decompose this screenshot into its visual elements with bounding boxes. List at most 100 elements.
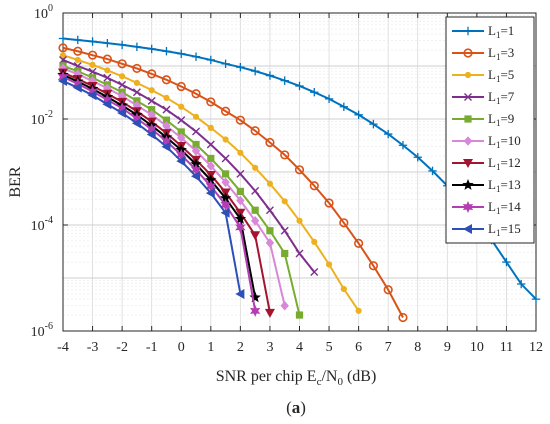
legend-marker: [462, 179, 474, 190]
data-point: [177, 49, 186, 58]
data-point: [59, 52, 67, 59]
data-point: [133, 79, 141, 86]
x-tick-label: 3: [266, 340, 273, 355]
data-point: [311, 238, 318, 245]
data-point: [58, 34, 68, 43]
data-point: [309, 181, 319, 191]
data-point: [132, 63, 142, 74]
data-point: [413, 153, 422, 162]
data-point: [325, 261, 333, 268]
legend-marker: [462, 201, 474, 213]
x-tick-label: 1: [207, 340, 214, 355]
data-point: [324, 198, 334, 208]
x-axis-label: SNR per chip Ec/N0 (dB): [216, 368, 377, 388]
x-tick-label: -3: [87, 340, 99, 355]
data-point: [117, 59, 127, 69]
legend-label: L1=13: [488, 177, 521, 194]
data-point: [177, 133, 186, 143]
data-point: [103, 38, 112, 48]
data-point: [398, 141, 408, 150]
legend-item: L1=15: [452, 221, 521, 238]
data-point: [192, 140, 200, 149]
data-point: [531, 294, 541, 304]
data-point: [250, 216, 260, 226]
data-point: [162, 121, 171, 131]
legend-item: L1=3: [452, 45, 514, 62]
data-point: [221, 59, 230, 69]
data-point: [265, 238, 275, 248]
data-point: [148, 87, 155, 94]
x-tick-label: 2: [237, 340, 244, 355]
data-point: [295, 81, 304, 91]
data-point: [205, 174, 217, 186]
data-point: [206, 55, 216, 65]
data-point: [207, 154, 215, 163]
y-tick-label: 10-4: [31, 215, 53, 234]
data-point: [191, 89, 201, 99]
data-point: [163, 94, 170, 102]
legend-marker: [464, 115, 472, 123]
legend-label: L1=15: [488, 221, 521, 238]
data-point: [116, 102, 128, 115]
data-point: [58, 43, 68, 53]
data-point: [236, 187, 244, 196]
series-10: [58, 76, 245, 299]
data-point: [235, 221, 246, 234]
data-point: [87, 90, 97, 101]
data-point: [132, 100, 142, 111]
x-tick-label: -2: [116, 340, 128, 355]
data-point: [73, 46, 83, 56]
data-point: [324, 94, 334, 104]
data-point: [131, 118, 141, 129]
data-point: [235, 288, 245, 299]
data-point: [354, 238, 364, 248]
y-axis-label: BER: [7, 166, 24, 197]
data-point: [178, 103, 185, 110]
data-point: [252, 164, 259, 171]
data-point: [265, 137, 275, 148]
legend-item: L1=1: [452, 23, 514, 40]
data-point: [191, 52, 201, 61]
data-point: [281, 249, 289, 258]
x-tick-label: 9: [444, 340, 451, 355]
data-point: [383, 285, 393, 295]
x-tick-label: 10: [470, 340, 484, 355]
data-point: [162, 116, 171, 124]
legend-label: L1=3: [488, 45, 514, 62]
data-point: [220, 198, 231, 211]
data-point: [205, 180, 217, 193]
data-point: [103, 73, 112, 82]
data-point: [249, 304, 261, 317]
x-tick-label: -4: [57, 340, 69, 355]
data-point: [280, 226, 289, 235]
data-point: [296, 217, 303, 224]
data-point: [249, 291, 261, 303]
legend-item: L1=14: [452, 199, 521, 216]
data-point: [87, 50, 98, 60]
data-point: [236, 169, 245, 178]
data-point: [132, 88, 141, 97]
data-point: [251, 186, 260, 195]
legend-label: L1=14: [488, 199, 521, 216]
legend-label: L1=10: [488, 133, 521, 150]
legend-marker: [463, 136, 473, 146]
data-point: [161, 75, 172, 85]
data-point: [310, 88, 319, 97]
series-4: [59, 55, 319, 276]
data-point: [88, 37, 97, 46]
legend-label: L1=12: [488, 155, 521, 172]
data-point: [354, 110, 363, 120]
data-point: [147, 110, 156, 120]
data-point: [281, 198, 288, 205]
data-point: [148, 106, 156, 114]
legend-item: L1=12: [452, 155, 521, 172]
data-point: [102, 93, 113, 106]
data-point: [176, 148, 187, 161]
x-tick-label: 11: [500, 340, 513, 355]
data-point: [219, 192, 232, 204]
data-point: [191, 171, 201, 182]
x-tick-label: 5: [326, 340, 333, 355]
data-point: [221, 154, 230, 163]
